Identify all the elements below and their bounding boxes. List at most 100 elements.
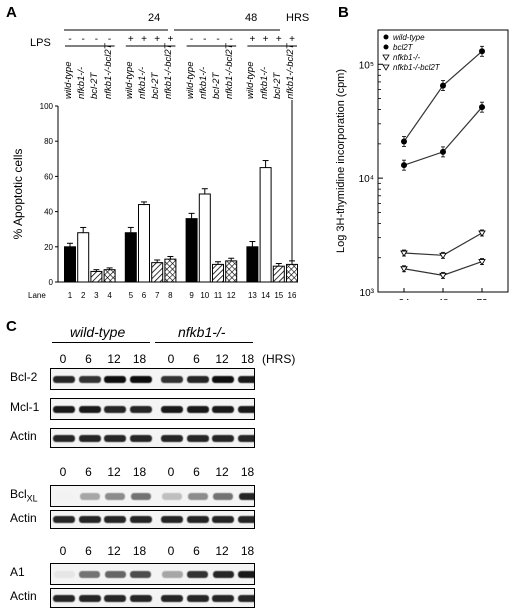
time-point-label: 18 <box>240 544 255 558</box>
y-axis-label: Log 3H-thymidine incorporation (cpm) <box>335 69 347 253</box>
x-tick-label: 48 <box>437 298 449 300</box>
band <box>161 570 183 578</box>
blot-label-subscript: XL <box>26 493 38 504</box>
band <box>104 594 126 602</box>
genotype-label: bcl-2T <box>271 72 283 99</box>
lps-sign: + <box>167 34 173 45</box>
data-point <box>478 230 486 237</box>
band <box>212 570 234 578</box>
lane-number: 11 <box>214 291 223 300</box>
lane-number: 3 <box>94 291 99 300</box>
time-point-label: 12 <box>107 544 121 558</box>
band <box>212 516 234 523</box>
blot-label: BclXL <box>10 487 38 504</box>
band <box>53 516 75 523</box>
bar <box>64 246 76 283</box>
band <box>105 492 125 500</box>
lps-sign: - <box>82 34 85 45</box>
lane-number: 6 <box>142 291 147 300</box>
band <box>78 516 101 523</box>
lps-sign: - <box>95 34 98 45</box>
group-line-ko <box>155 342 253 343</box>
time-point-label: 6 <box>193 465 200 479</box>
x-tick-label: 24 <box>398 298 410 300</box>
blot-label: Mcl-1 <box>10 400 40 414</box>
lps-label: LPS <box>30 37 51 49</box>
band <box>237 375 254 383</box>
bar <box>77 232 90 283</box>
legend-marker <box>382 54 390 61</box>
bar <box>164 258 177 283</box>
blot-actin3 <box>50 588 255 608</box>
thymidine-line-chart: 10³ 10⁴ 10⁵ 24 48 72 Log 3H-thymidine incorpor… <box>335 29 509 300</box>
bar <box>286 263 298 283</box>
legend-marker <box>383 34 389 40</box>
lps-sign: - <box>190 34 193 45</box>
y-tick-label: 0 <box>49 278 54 287</box>
lps-sign: + <box>249 34 255 45</box>
legend-marker <box>382 64 390 71</box>
genotype-label: wild-type <box>245 61 257 100</box>
lps-sign: + <box>289 34 295 45</box>
data-point <box>401 162 407 169</box>
time-point-label: 0 <box>167 544 175 558</box>
group-brackets <box>64 29 297 47</box>
band <box>53 375 75 383</box>
time-point-label: 18 <box>240 352 255 366</box>
band <box>161 375 183 383</box>
band <box>212 434 234 442</box>
time-point-label: 6 <box>193 544 200 558</box>
bar <box>212 263 224 283</box>
time-point-label: 6 <box>85 465 92 479</box>
bar <box>225 260 238 283</box>
genotype-label: wild-type <box>63 61 74 100</box>
band <box>186 405 209 413</box>
lps-sign: + <box>276 34 282 45</box>
lps-sign: + <box>128 34 134 45</box>
lane-number: 9 <box>189 291 194 300</box>
data-point <box>479 104 485 111</box>
lps-sign: + <box>141 34 147 45</box>
y-axis-label: % Apoptotic cells <box>11 149 25 240</box>
time-point-label: 6 <box>193 352 200 366</box>
genotype-label: nfkb1-/-bcl2T <box>285 43 296 99</box>
time-point-label: 12 <box>215 465 229 479</box>
lps-sign: - <box>216 34 219 45</box>
y-tick-label: 100 <box>40 102 54 111</box>
lane-number: 12 <box>227 291 236 300</box>
band <box>104 570 126 578</box>
band <box>186 516 209 523</box>
blot-label: Actin <box>10 589 37 603</box>
lane-number: 1 <box>68 291 73 300</box>
blot-bcl2 <box>50 368 255 390</box>
legend-entry: nfkb1-/- <box>393 53 420 62</box>
bar <box>259 167 272 283</box>
time-point-label: 18 <box>132 544 147 558</box>
y-tick-label: 40 <box>44 208 53 217</box>
lane-number: 2 <box>81 291 86 300</box>
group-wild-type: wild-type <box>70 324 126 340</box>
lane-number: 4 <box>107 291 112 300</box>
band <box>213 492 233 500</box>
group-nfkb1: nfkb1-/- <box>178 324 226 340</box>
band <box>186 434 209 442</box>
blot-actin2 <box>50 510 255 529</box>
band <box>78 434 101 442</box>
legend-entry: wild-type <box>393 33 425 42</box>
blot-a1 <box>50 563 255 585</box>
hrs-label: HRS <box>286 12 310 24</box>
band <box>104 375 126 383</box>
band <box>237 434 254 442</box>
genotype-label: nfkb1-/-bcl2T <box>163 43 175 99</box>
time-point-label: 0 <box>59 544 67 558</box>
data-point <box>401 138 407 145</box>
band <box>78 594 101 602</box>
time-point-label: 12 <box>215 352 229 366</box>
band <box>237 594 254 602</box>
data-point <box>400 266 408 273</box>
band <box>79 570 100 578</box>
lane-number: 8 <box>168 291 173 300</box>
band <box>238 570 254 578</box>
lps-sign: + <box>263 34 269 45</box>
